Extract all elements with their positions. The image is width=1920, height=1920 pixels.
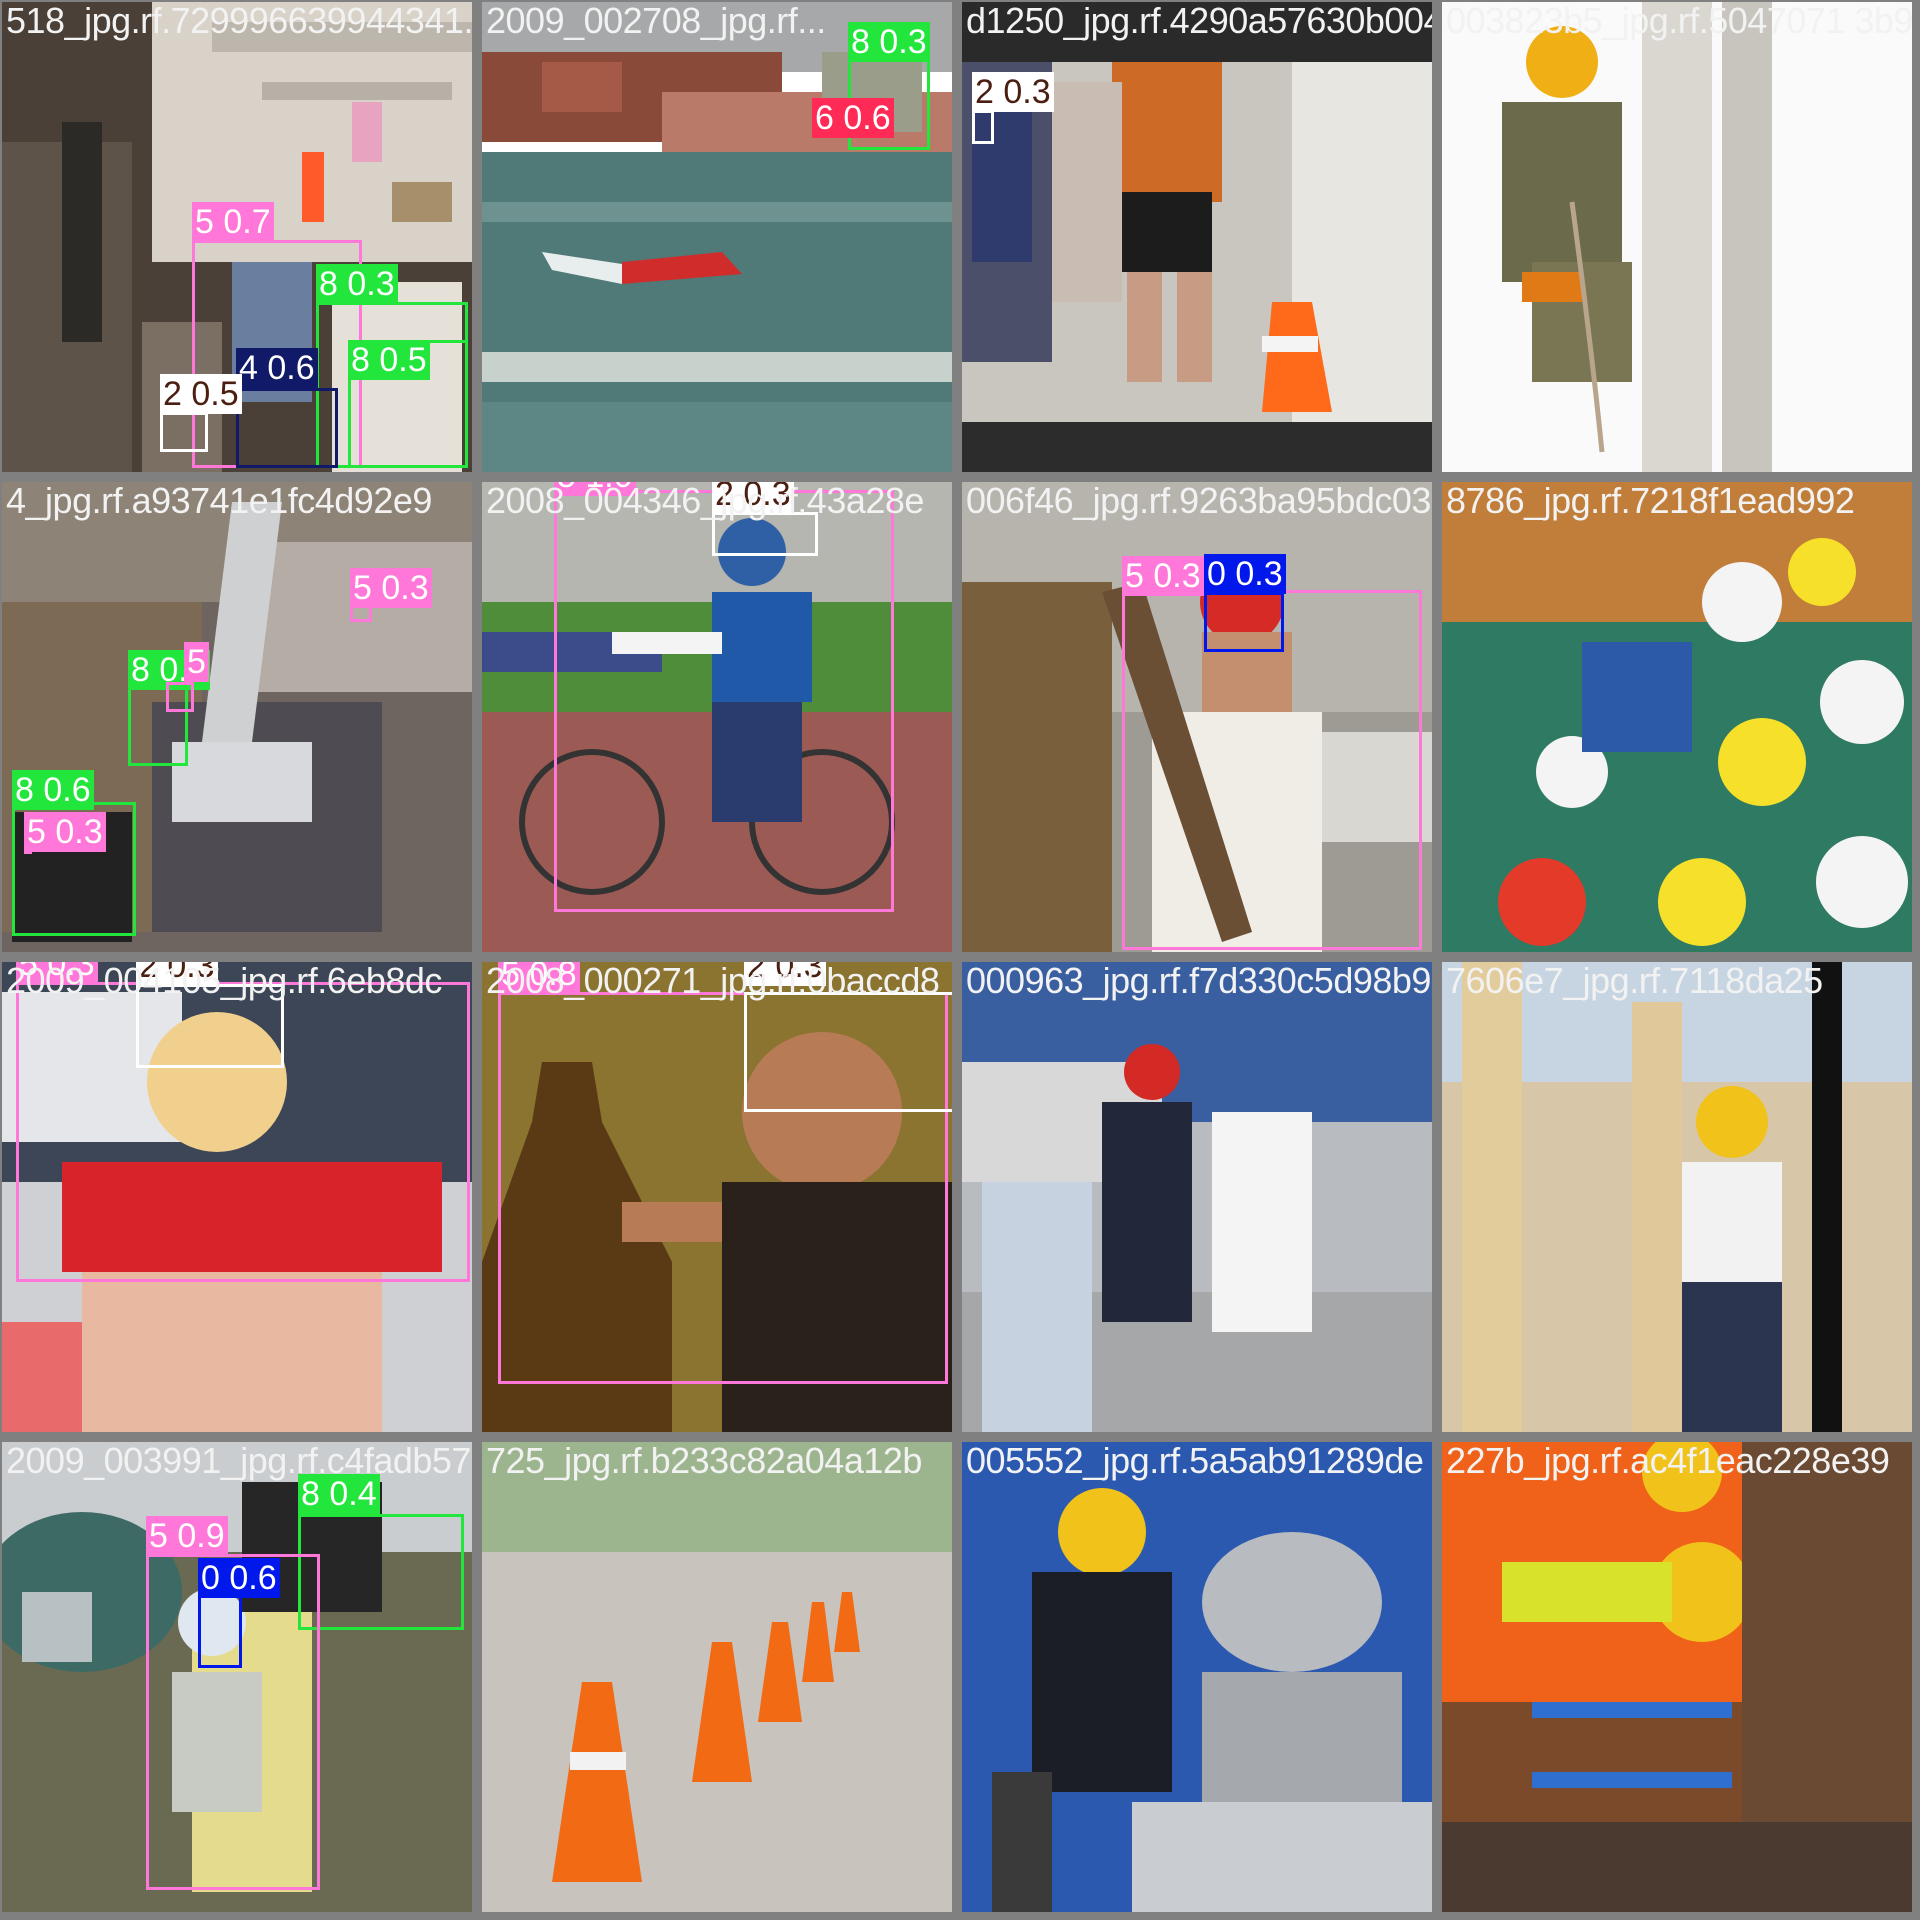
detection-box bbox=[298, 1514, 464, 1630]
detection-label: 5 0.9 bbox=[146, 1516, 228, 1556]
mosaic-tile: 003823b5_jpg.rf.5047071 3b945 bbox=[1442, 2, 1912, 472]
tile-photo bbox=[482, 2, 952, 472]
detection-label: 2 0.3 bbox=[136, 962, 218, 986]
detection-label: 2 0.3 bbox=[744, 962, 826, 986]
mosaic-tile: 227b_jpg.rf.ac4f1eac228e39 bbox=[1442, 1442, 1912, 1912]
tile-filename: 7606e7_jpg.rf.7118da25 bbox=[1446, 962, 1823, 1001]
mosaic-tile: 000963_jpg.rf.f7d330c5d98b93 bbox=[962, 962, 1432, 1432]
detection-box bbox=[972, 110, 994, 144]
detection-box bbox=[160, 412, 208, 452]
tile-photo bbox=[1442, 962, 1912, 1432]
detection-label: 8 0.5 bbox=[348, 340, 430, 380]
tile-filename: 2009_002708_jpg.rf... bbox=[486, 2, 826, 41]
tile-filename: 227b_jpg.rf.ac4f1eac228e39 bbox=[1446, 1442, 1890, 1481]
detection-box bbox=[1204, 592, 1284, 652]
tile-photo bbox=[482, 482, 952, 952]
tile-filename: 4_jpg.rf.a93741e1fc4d92e9 bbox=[6, 482, 432, 521]
mosaic-tile: 5 0.3 8 0.5 5 8 0.6 5 0.3 4_jpg.rf.a93741e1fc… bbox=[2, 482, 472, 952]
tile-filename: 518_jpg.rf.729996639944341... bbox=[6, 2, 472, 41]
mosaic-tile: 5 0.8 2 0.3 2008_000271_jpg.rf.0baccd8 bbox=[482, 962, 952, 1432]
detection-box bbox=[236, 388, 338, 468]
tile-filename: 005552_jpg.rf.5a5ab91289de bbox=[966, 1442, 1424, 1481]
mosaic-tile: 7606e7_jpg.rf.7118da25 bbox=[1442, 962, 1912, 1432]
detection-box bbox=[198, 1594, 242, 1668]
mosaic-tile: 5 0.3 2 0.3 2009_004105_jpg.rf.6eb8dc bbox=[2, 962, 472, 1432]
mosaic-tile: 8 0.3 6 0.6 2009_002708_jpg.rf... bbox=[482, 2, 952, 472]
detection-label: 5 1.0 bbox=[554, 482, 636, 496]
tile-photo bbox=[2, 1442, 472, 1912]
tile-filename: 2008_004346_jpg.rf.43a28e bbox=[486, 482, 924, 521]
detection-label: 5 0.3 bbox=[24, 812, 106, 852]
mosaic-tile: 8 0.4 5 0.9 0 0.6 2009_003991_jpg.rf.c4fadb… bbox=[2, 1442, 472, 1912]
detection-box bbox=[166, 682, 194, 712]
detection-label: 2 0.3 bbox=[712, 482, 794, 514]
mosaic-tile: 725_jpg.rf.b233c82a04a12b bbox=[482, 1442, 952, 1912]
tile-photo bbox=[2, 482, 472, 952]
tile-photo bbox=[1442, 482, 1912, 952]
tile-photo bbox=[1442, 1442, 1912, 1912]
mosaic-tile: 005552_jpg.rf.5a5ab91289de bbox=[962, 1442, 1432, 1912]
tile-photo bbox=[1442, 2, 1912, 472]
detection-label: 8 0.3 bbox=[316, 264, 398, 304]
mosaic-tile: 8786_jpg.rf.7218f1ead992 bbox=[1442, 482, 1912, 952]
tile-filename: 2009_003991_jpg.rf.c4fadb57 bbox=[6, 1442, 471, 1481]
detection-label: 5 0.3 bbox=[1122, 556, 1204, 596]
detection-label: 2 0.5 bbox=[160, 374, 242, 414]
detection-label: 0 0.6 bbox=[198, 1558, 280, 1598]
detection-label: 0 0.3 bbox=[1204, 554, 1286, 594]
mosaic-tile: 2 0.3 d1250_jpg.rf.4290a57630b004... bbox=[962, 2, 1432, 472]
mosaic-tile: 5 0.3 0 0.3 006f46_jpg.rf.9263ba95bdc03 bbox=[962, 482, 1432, 952]
detection-box bbox=[498, 992, 948, 1384]
detection-label: 5 0.3 bbox=[350, 568, 432, 608]
tile-filename: 8786_jpg.rf.7218f1ead992 bbox=[1446, 482, 1855, 521]
tile-photo bbox=[962, 482, 1432, 952]
detection-label: 5 0.3 bbox=[16, 962, 98, 984]
detection-label: 8 0.6 bbox=[12, 770, 94, 810]
tile-filename: 003823b5_jpg.rf.5047071 3b945 bbox=[1446, 2, 1912, 41]
tile-filename: 725_jpg.rf.b233c82a04a12b bbox=[486, 1442, 922, 1481]
detection-label: 2 0.3 bbox=[972, 72, 1054, 112]
detection-label: 8 0.3 bbox=[848, 22, 930, 62]
tile-photo bbox=[482, 962, 952, 1432]
detection-label: 5 bbox=[184, 642, 209, 682]
tile-filename: 006f46_jpg.rf.9263ba95bdc03 bbox=[966, 482, 1431, 521]
detection-box bbox=[744, 992, 952, 1112]
tile-filename: 2008_000271_jpg.rf.0baccd8 bbox=[486, 962, 940, 1001]
detection-box bbox=[146, 1554, 320, 1890]
detection-label: 8 0.4 bbox=[298, 1474, 380, 1514]
detection-label: 5 0.7 bbox=[192, 202, 274, 242]
tile-photo bbox=[962, 1442, 1432, 1912]
tile-photo bbox=[962, 962, 1432, 1432]
detection-label: 6 0.6 bbox=[812, 98, 894, 138]
detection-label: 4 0.6 bbox=[236, 348, 318, 388]
detection-label: 5 0.8 bbox=[498, 962, 580, 994]
mosaic-tile: 5 0.7 8 0.3 8 0.5 4 0.6 2 0.5 518_jpg.rf.7299… bbox=[2, 2, 472, 472]
tile-photo bbox=[482, 1442, 952, 1912]
detection-box bbox=[16, 982, 470, 1282]
tile-filename: 000963_jpg.rf.f7d330c5d98b93 bbox=[966, 962, 1432, 1001]
tile-filename: 2009_004105_jpg.rf.6eb8dc bbox=[6, 962, 442, 1001]
tile-filename: d1250_jpg.rf.4290a57630b004... bbox=[966, 2, 1432, 41]
